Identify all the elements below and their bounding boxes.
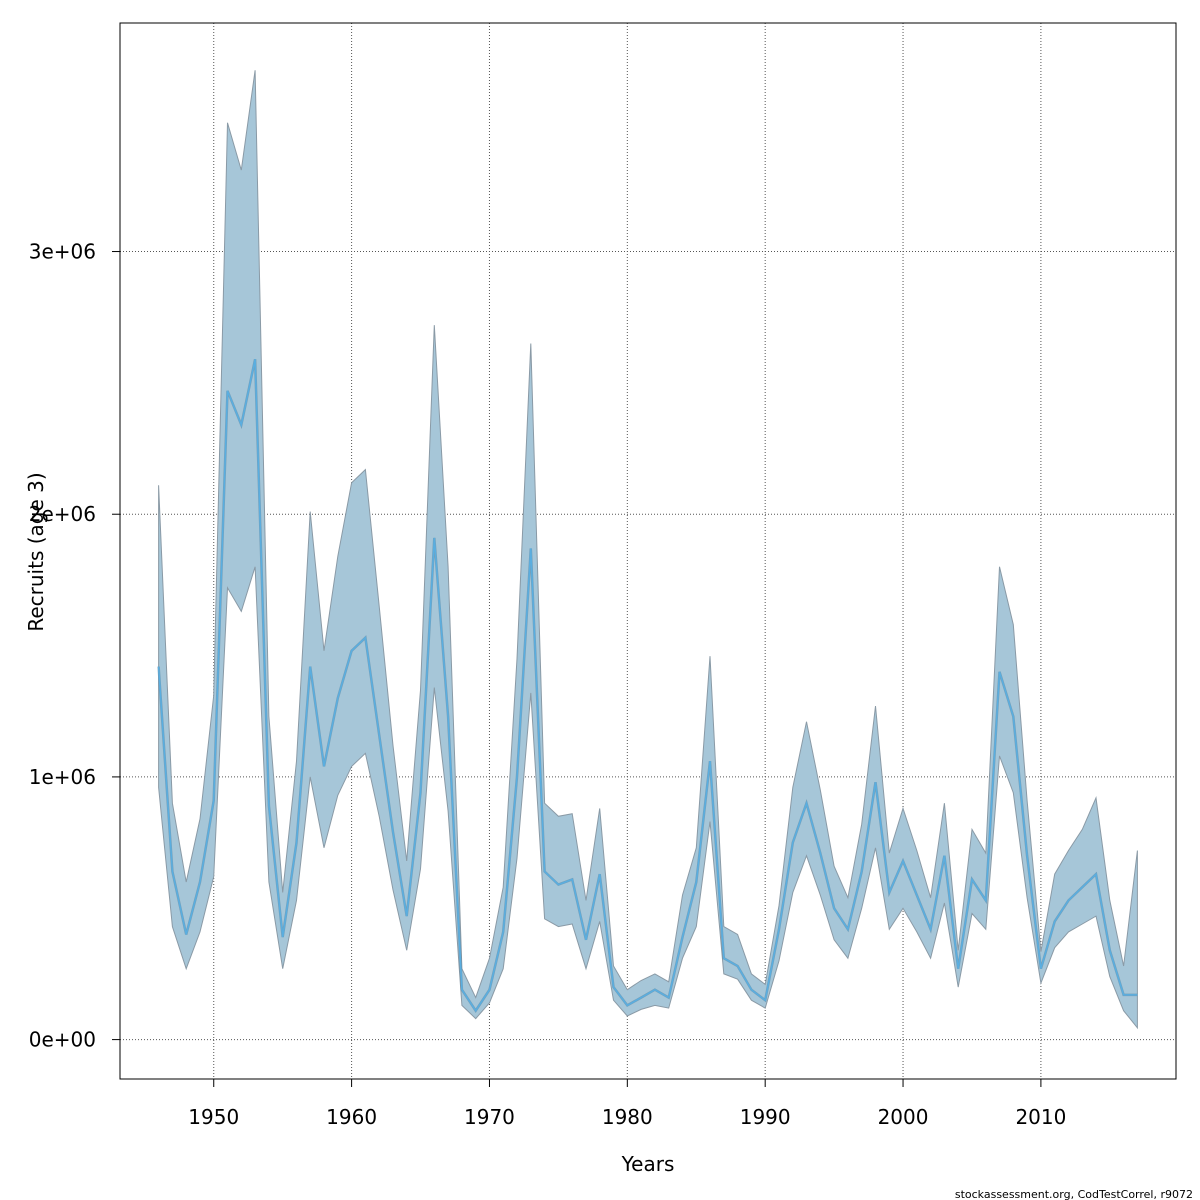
- y-axis-title: Recruits (age 3): [24, 472, 48, 631]
- y-tick-label: 3e+06: [29, 240, 96, 264]
- x-tick-label: 2010: [1015, 1105, 1066, 1129]
- x-axis: 1950 1960 1970 1980 1990 2000 2010: [188, 1079, 1066, 1129]
- x-tick-label: 1950: [188, 1105, 239, 1129]
- confidence-band: [158, 70, 1138, 1030]
- x-tick-label: 2000: [878, 1105, 929, 1129]
- y-tick-label: 1e+06: [29, 765, 96, 789]
- x-tick-label: 1990: [740, 1105, 791, 1129]
- credit-text: stockassessment.org, CodTestCorrel, r907…: [955, 1188, 1193, 1200]
- y-tick-label: 2e+06: [29, 502, 96, 526]
- confidence-band-layer: [158, 70, 1138, 1030]
- y-tick-label: 0e+00: [29, 1028, 96, 1052]
- x-tick-label: 1980: [602, 1105, 653, 1129]
- estimate-line-layer: [157, 358, 1138, 1013]
- grid: [120, 23, 1176, 1079]
- x-axis-title: Years: [621, 1152, 675, 1176]
- x-tick-label: 1960: [326, 1105, 377, 1129]
- x-tick-label: 1970: [464, 1105, 515, 1129]
- y-axis: 0e+00 1e+06 2e+06 3e+06: [29, 240, 120, 1052]
- plot-frame: [119, 22, 1177, 1080]
- estimate-line: [157, 359, 1138, 1013]
